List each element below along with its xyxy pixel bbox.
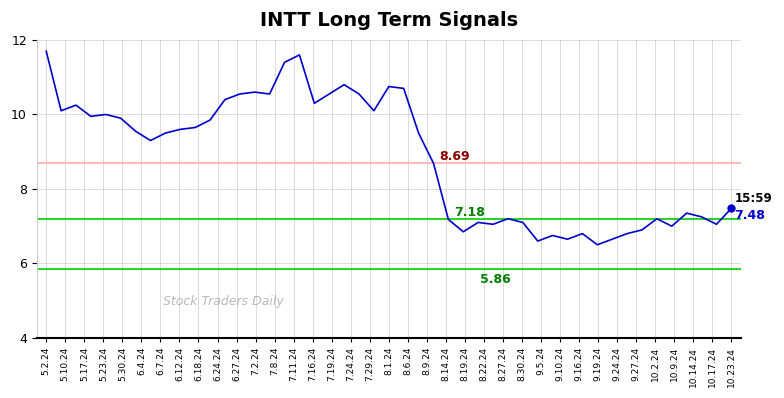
- Text: 5.86: 5.86: [480, 273, 511, 286]
- Text: 8.69: 8.69: [439, 150, 470, 162]
- Title: INTT Long Term Signals: INTT Long Term Signals: [260, 11, 518, 30]
- Text: 15:59: 15:59: [735, 191, 772, 205]
- Text: Stock Traders Daily: Stock Traders Daily: [163, 295, 285, 308]
- Text: 7.48: 7.48: [735, 209, 765, 222]
- Text: 7.18: 7.18: [454, 206, 485, 219]
